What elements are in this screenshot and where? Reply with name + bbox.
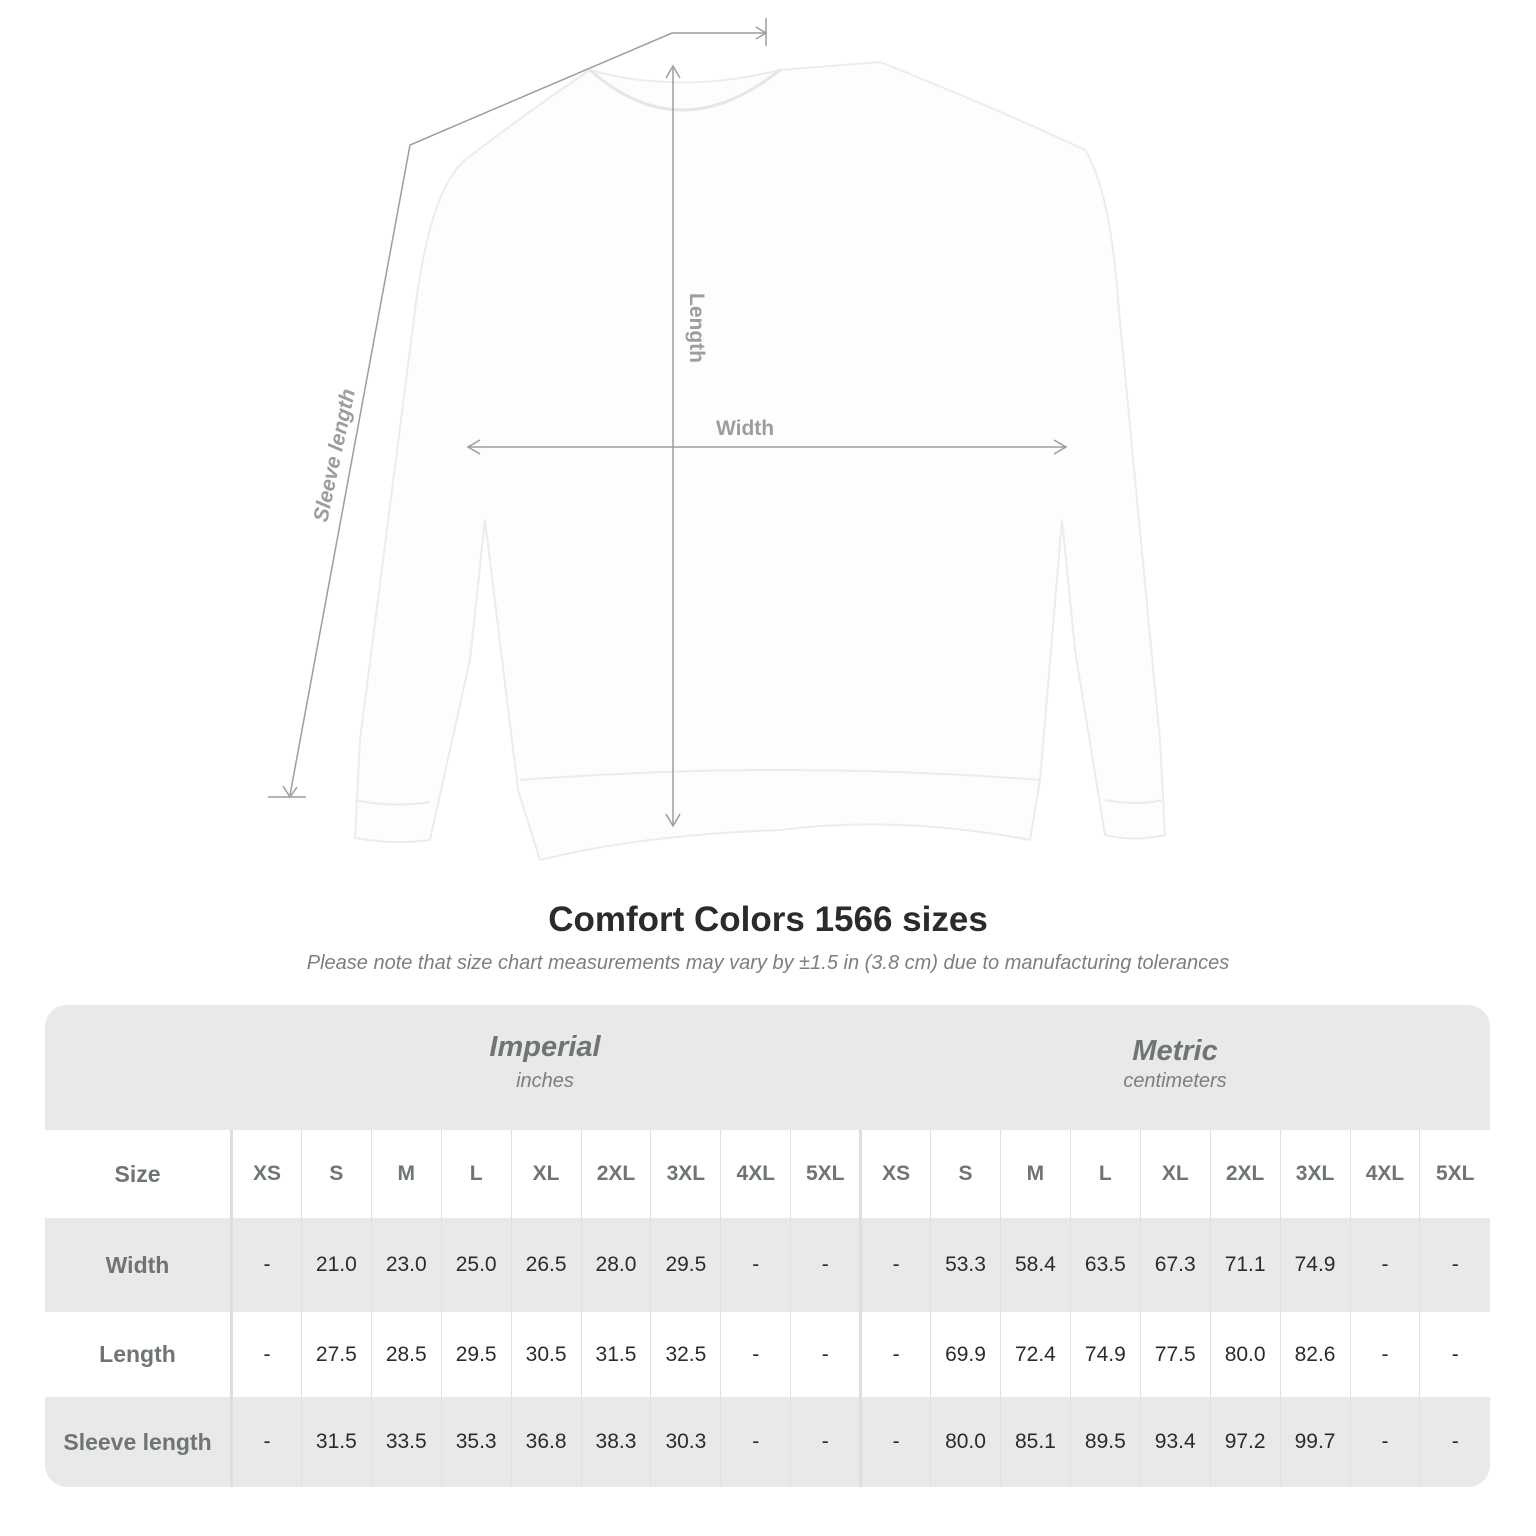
imperial-value-cell: 36.8 [510, 1397, 582, 1487]
imperial-size-m: M [370, 1130, 442, 1218]
metric-value-cell: 63.5 [1069, 1218, 1141, 1312]
imperial-value-cell: 30.5 [510, 1312, 582, 1397]
row-label: Length [45, 1312, 233, 1397]
metric-size-xs: XS [859, 1130, 931, 1218]
imperial-value-cell: - [790, 1397, 861, 1487]
metric-size-3xl: 3XL [1279, 1130, 1350, 1218]
imperial-value-cell: 31.5 [580, 1312, 651, 1397]
imperial-value-cell: - [790, 1312, 861, 1397]
row-label: Width [45, 1218, 233, 1312]
metric-header: Metric centimeters [860, 1005, 1490, 1093]
imperial-value-cell: - [720, 1218, 791, 1312]
width-label: Width [716, 417, 774, 440]
length-label: Length [685, 293, 708, 363]
imperial-value-cell: 27.5 [300, 1312, 372, 1397]
metric-value-cell: 82.6 [1279, 1312, 1350, 1397]
imperial-size-2xl: 2XL [580, 1130, 651, 1218]
metric-value-cell: 85.1 [999, 1397, 1071, 1487]
imperial-header: Imperial inches [230, 1005, 860, 1093]
tolerance-note: Please note that size chart measurements… [306, 952, 1230, 974]
metric-value-cell: 80.0 [930, 1397, 1001, 1487]
sleeve-length-measure [268, 18, 768, 799]
metric-value-cell: - [1349, 1218, 1420, 1312]
metric-value-cell: - [1349, 1312, 1420, 1397]
imperial-value-cell: - [720, 1312, 791, 1397]
metric-subtitle: centimeters [1123, 1070, 1227, 1092]
imperial-size-4xl: 4XL [720, 1130, 791, 1218]
metric-size-m: M [999, 1130, 1071, 1218]
imperial-value-cell: 25.0 [440, 1218, 512, 1312]
row-label: Sleeve length [45, 1397, 233, 1487]
metric-size-4xl: 4XL [1349, 1130, 1420, 1218]
unit-header: Imperial inches Metric centimeters [45, 1005, 1490, 1130]
imperial-value-cell: 28.0 [580, 1218, 651, 1312]
metric-value-cell: 58.4 [999, 1218, 1071, 1312]
imperial-value-cell: - [231, 1397, 302, 1487]
imperial-size-3xl: 3XL [650, 1130, 721, 1218]
size-header-row: Size XS S M L XL 2XL 3XL 4XL 5XL XS S M L XL 2XL 3XL 4XL 5… [45, 1130, 1490, 1218]
metric-value-cell: - [1419, 1312, 1490, 1397]
imperial-value-cell: - [231, 1312, 302, 1397]
metric-value-cell: 69.9 [930, 1312, 1001, 1397]
metric-value-cell: 71.1 [1209, 1218, 1281, 1312]
metric-value-cell: 89.5 [1069, 1397, 1141, 1487]
table-row: Length -27.5 28.5 29.5 30.5 31.5 32.5- - -69.9 72… [45, 1312, 1490, 1397]
metric-value-cell: 93.4 [1139, 1397, 1211, 1487]
imperial-size-l: L [440, 1130, 512, 1218]
imperial-value-cell: - [790, 1218, 861, 1312]
width-measure [466, 439, 1068, 455]
imperial-value-cell: 29.5 [650, 1218, 721, 1312]
size-chart: Imperial inches Metric centimeters Size X… [45, 1005, 1490, 1487]
metric-value-cell: 74.9 [1279, 1218, 1350, 1312]
table-row: Width -21.0 23.0 25.0 26.5 28.0 29.5- - -53.3 58.… [45, 1218, 1490, 1312]
imperial-size-xl: XL [510, 1130, 582, 1218]
table-row: Sleeve length -31.5 33.5 35.3 36.8 38.3 30.3- -… [45, 1397, 1490, 1487]
imperial-value-cell: 26.5 [510, 1218, 582, 1312]
imperial-size-s: S [300, 1130, 372, 1218]
imperial-subtitle: inches [516, 1070, 574, 1092]
metric-size-2xl: 2XL [1209, 1130, 1281, 1218]
metric-size-s: S [930, 1130, 1001, 1218]
imperial-size-xs: XS [231, 1130, 302, 1218]
imperial-value-cell: 35.3 [440, 1397, 512, 1487]
size-table: Size XS S M L XL 2XL 3XL 4XL 5XL XS S M L XL 2XL 3XL 4XL 5… [45, 1130, 1490, 1487]
imperial-size-5xl: 5XL [790, 1130, 861, 1218]
metric-value-cell: - [859, 1397, 931, 1487]
metric-value-cell: - [859, 1218, 931, 1312]
metric-value-cell: - [1349, 1397, 1420, 1487]
metric-value-cell: 67.3 [1139, 1218, 1211, 1312]
metric-value-cell: - [1419, 1397, 1490, 1487]
imperial-value-cell: 29.5 [440, 1312, 512, 1397]
metric-value-cell: 77.5 [1139, 1312, 1211, 1397]
sweatshirt-drawing [353, 60, 1167, 862]
imperial-value-cell: - [720, 1397, 791, 1487]
metric-value-cell: 80.0 [1209, 1312, 1281, 1397]
metric-value-cell: 99.7 [1279, 1397, 1350, 1487]
metric-value-cell: 74.9 [1069, 1312, 1141, 1397]
metric-value-cell: 97.2 [1209, 1397, 1281, 1487]
imperial-value-cell: 31.5 [300, 1397, 372, 1487]
imperial-value-cell: 28.5 [370, 1312, 442, 1397]
imperial-value-cell: 38.3 [580, 1397, 651, 1487]
imperial-value-cell: 33.5 [370, 1397, 442, 1487]
imperial-value-cell: 30.3 [650, 1397, 721, 1487]
metric-value-cell: - [1419, 1218, 1490, 1312]
metric-size-l: L [1069, 1130, 1141, 1218]
metric-value-cell: 72.4 [999, 1312, 1071, 1397]
metric-size-xl: XL [1139, 1130, 1211, 1218]
imperial-value-cell: 21.0 [300, 1218, 372, 1312]
metric-value-cell: - [859, 1312, 931, 1397]
imperial-value-cell: - [231, 1218, 302, 1312]
imperial-value-cell: 23.0 [370, 1218, 442, 1312]
metric-value-cell: 53.3 [930, 1218, 1001, 1312]
imperial-value-cell: 32.5 [650, 1312, 721, 1397]
imperial-title: Imperial [489, 1031, 601, 1063]
page-title: Comfort Colors 1566 sizes [548, 900, 988, 939]
size-label: Size [45, 1130, 233, 1218]
sweatshirt-illustration: Length Width Sleeve length [268, 18, 1167, 862]
metric-title: Metric [1132, 1035, 1218, 1067]
metric-size-5xl: 5XL [1419, 1130, 1490, 1218]
